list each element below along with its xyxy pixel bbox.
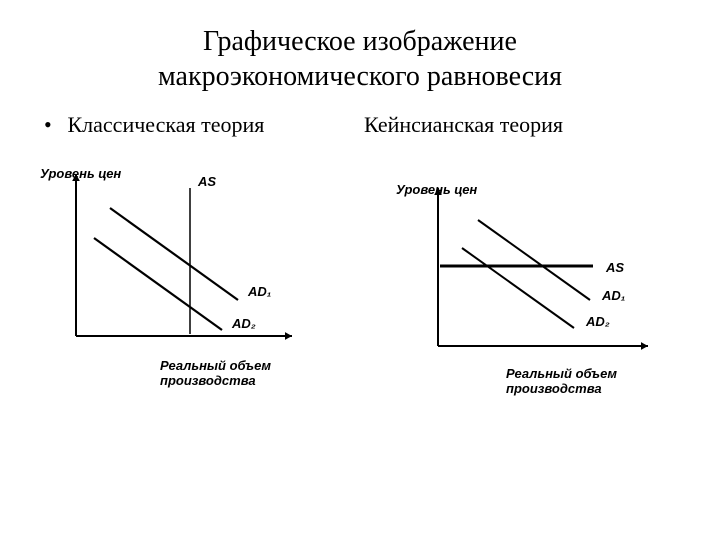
ad2-label-left: AD₂ [232, 316, 256, 331]
subtitles-row: • Классическая теория Кейнсианская теори… [0, 112, 720, 138]
chart-keynesian: Уровень цен AS AD₁ AD₂ Реальный объем пр… [388, 166, 698, 386]
subtitle-left: • Классическая теория [0, 112, 360, 138]
subtitle-left-text: Классическая теория [68, 112, 265, 137]
subtitle-right-text: Кейнсианская теория [364, 112, 563, 137]
charts-area: Уровень цен AS AD₁ AD₂ Реальный объем пр… [0, 138, 720, 468]
subtitle-right: Кейнсианская теория [360, 112, 720, 138]
x-axis-label-left: Реальный объем производства [160, 358, 350, 388]
title-line-1: Графическое изображение [203, 26, 517, 57]
chart-classical-svg [40, 148, 350, 378]
ad2-label-right: AD₂ [586, 314, 610, 329]
ad1-label-right: AD₁ [602, 288, 625, 303]
title-line-2: макроэкономического равновесия [158, 61, 562, 92]
slide-title: Графическое изображение макроэкономическ… [0, 0, 720, 94]
as-label-left: AS [198, 174, 216, 189]
slide: { "title_line1": "Графическое изображени… [0, 0, 720, 540]
chart-classical: Уровень цен AS AD₁ AD₂ Реальный объем пр… [40, 148, 350, 378]
ad1-label-left: AD₁ [248, 284, 271, 299]
x-axis-label-right: Реальный объем производства [506, 366, 698, 396]
bullet-icon: • [44, 112, 62, 138]
chart-keynesian-svg [388, 166, 698, 386]
as-label-right: AS [606, 260, 624, 275]
